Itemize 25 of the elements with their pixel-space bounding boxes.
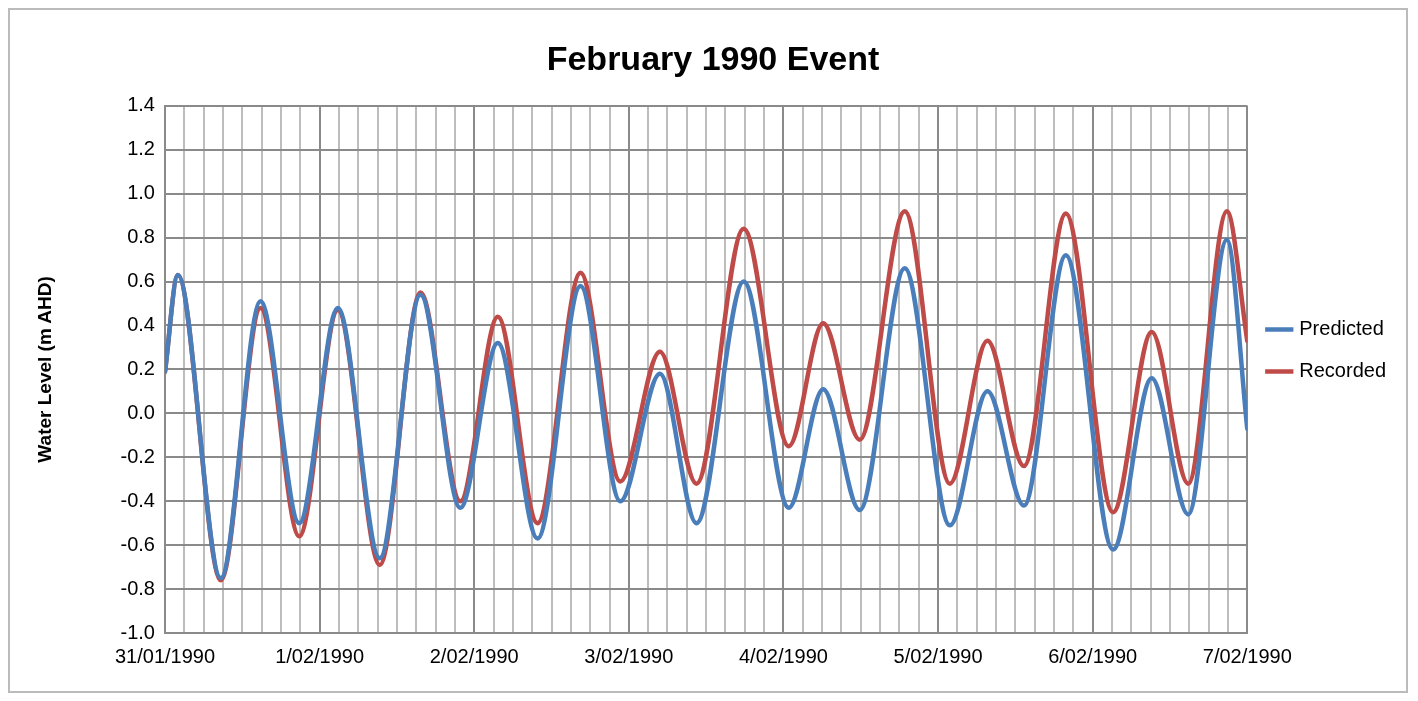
x-tick-label: 3/02/1990	[584, 644, 674, 667]
y-tick-label: 0.6	[127, 269, 155, 292]
y-tick-label: 0.4	[127, 312, 155, 335]
chart-title: February 1990 Event	[546, 38, 880, 77]
x-tick-label: 4/02/1990	[738, 644, 828, 667]
legend-label: Recorded	[1299, 359, 1386, 382]
x-tick-label: 2/02/1990	[429, 644, 519, 667]
y-tick-label: 1.2	[127, 137, 155, 160]
y-tick-label: -0.2	[120, 444, 155, 467]
legend-label: Predicted	[1299, 317, 1384, 340]
y-tick-label: -0.6	[120, 532, 155, 555]
x-tick-label: 7/02/1990	[1202, 644, 1292, 667]
y-tick-label: 1.0	[127, 181, 155, 204]
y-tick-label: 0.2	[127, 356, 155, 379]
y-tick-label: 1.4	[127, 93, 155, 116]
x-tick-label: 31/01/1990	[114, 644, 216, 667]
y-tick-label: 0.0	[127, 400, 155, 423]
x-tick-label: 6/02/1990	[1048, 644, 1138, 667]
y-tick-label: -0.8	[120, 576, 155, 599]
x-tick-label: 5/02/1990	[893, 644, 983, 667]
y-tick-label: -1.0	[120, 620, 155, 643]
y-tick-label: -0.4	[120, 488, 155, 511]
y-axis-title: Water Level (m AHD)	[33, 276, 55, 463]
y-tick-label: 0.8	[127, 225, 155, 248]
x-tick-label: 1/02/1990	[275, 644, 365, 667]
